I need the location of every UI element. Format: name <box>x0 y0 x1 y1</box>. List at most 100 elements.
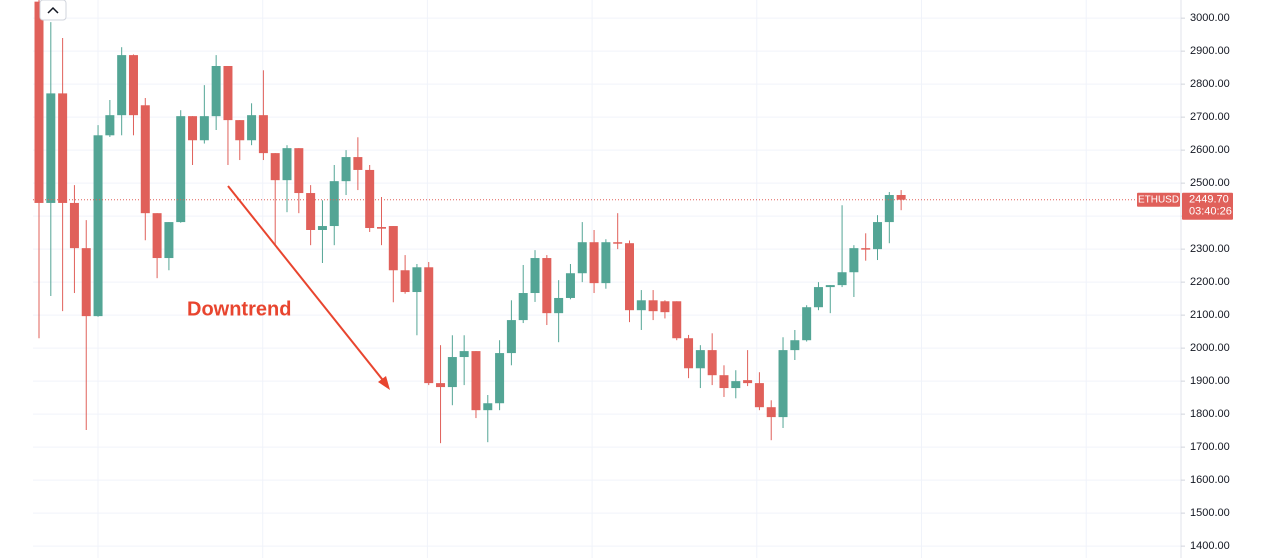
annotation: Downtrend <box>187 298 291 320</box>
candle-body <box>731 381 741 389</box>
candle-body <box>554 297 564 314</box>
candle-body <box>601 242 611 284</box>
candle-body <box>353 157 363 170</box>
candle-body <box>565 273 575 298</box>
candle-body <box>223 65 233 121</box>
candle-body <box>365 169 375 229</box>
candle-body <box>376 227 386 229</box>
candle-body <box>199 116 209 141</box>
candle-body <box>436 383 446 388</box>
candle-body <box>813 287 823 308</box>
candle-body <box>152 213 162 259</box>
candle-body <box>707 350 717 376</box>
candle-body <box>270 153 280 181</box>
candle-body <box>849 248 859 273</box>
candle-body <box>530 258 540 294</box>
candle-body <box>766 407 776 418</box>
y-tick-label: 2800.00 <box>1190 78 1230 90</box>
candle-body <box>825 285 835 288</box>
candle-body <box>34 1 44 203</box>
countdown-label: 03:40:26 <box>1189 206 1232 218</box>
candle-body <box>400 270 410 293</box>
candle-body <box>140 105 150 214</box>
candle-body <box>46 93 56 203</box>
candle-body <box>471 351 481 411</box>
candle-body <box>81 248 91 317</box>
price-tag <box>1182 192 1233 220</box>
candle-body <box>861 248 871 250</box>
arrow-head <box>378 376 390 390</box>
y-tick-label: 2700.00 <box>1190 111 1230 123</box>
candle-body <box>235 120 245 141</box>
candle-body <box>884 195 894 223</box>
price-label: 2449.70 <box>1189 194 1229 206</box>
collapse-button-box[interactable] <box>39 0 67 21</box>
candle-body <box>176 116 186 223</box>
candle-body <box>188 116 198 141</box>
y-tick-label: 2900.00 <box>1190 45 1230 57</box>
candle-body <box>247 115 257 141</box>
y-tick-label: 2300.00 <box>1190 243 1230 255</box>
candle-body <box>613 242 623 244</box>
candle-body <box>802 307 812 341</box>
candle-body <box>294 148 304 194</box>
y-tick-label: 1800.00 <box>1190 408 1230 420</box>
candle-body <box>778 350 788 418</box>
candle-body <box>719 375 729 389</box>
candle-body <box>542 258 552 314</box>
candle-body <box>625 243 634 311</box>
candle-body <box>211 65 221 117</box>
trend-arrow <box>227 185 387 385</box>
candle-body <box>837 272 847 286</box>
candle-body <box>128 55 138 116</box>
candle-body <box>518 293 528 321</box>
candle-body <box>447 357 457 388</box>
symbol-tag <box>1137 192 1180 207</box>
candle-body <box>93 135 103 317</box>
candle-body <box>341 157 351 182</box>
candle-body <box>506 320 516 354</box>
y-tick-label: 2100.00 <box>1190 309 1230 321</box>
y-tick-label: 2200.00 <box>1190 276 1230 288</box>
collapse-icon[interactable] <box>47 6 59 14</box>
candle-body <box>306 193 316 230</box>
candle-body <box>896 195 906 200</box>
candle-body <box>388 226 398 271</box>
y-tick-label: 3000.00 <box>1190 12 1230 24</box>
candle-body <box>648 300 658 312</box>
grid <box>33 0 1181 558</box>
candle-body <box>424 267 434 384</box>
candle-body <box>69 202 79 249</box>
y-tick-label: 2000.00 <box>1190 342 1230 354</box>
candle-body <box>754 383 764 408</box>
candle-body <box>672 301 682 339</box>
candle-body <box>873 222 883 250</box>
candle-body <box>317 226 327 230</box>
candle-body <box>589 242 599 284</box>
candle-body <box>790 340 800 351</box>
candles <box>34 0 906 444</box>
y-tick-label: 1700.00 <box>1190 441 1230 453</box>
candle-body <box>117 55 127 116</box>
candle-body <box>105 115 115 136</box>
y-tick-label: 1900.00 <box>1190 375 1230 387</box>
candle-body <box>577 242 587 274</box>
candle-body <box>743 380 753 384</box>
candle-body <box>164 222 174 259</box>
candle-body <box>329 181 339 227</box>
candle-body <box>58 93 68 203</box>
candle-body <box>483 403 493 411</box>
candle-body <box>495 353 505 404</box>
y-tick-label: 2500.00 <box>1190 177 1230 189</box>
y-tick-label: 1500.00 <box>1190 507 1230 519</box>
y-tick-label: 1600.00 <box>1190 474 1230 486</box>
y-tick-label: 1400.00 <box>1190 540 1230 552</box>
candle-body <box>636 300 646 311</box>
collapse-button[interactable] <box>39 0 67 21</box>
candle-body <box>282 148 292 181</box>
y-tick-label: 2600.00 <box>1190 144 1230 156</box>
candle-body <box>459 351 469 358</box>
candle-body <box>412 267 422 293</box>
